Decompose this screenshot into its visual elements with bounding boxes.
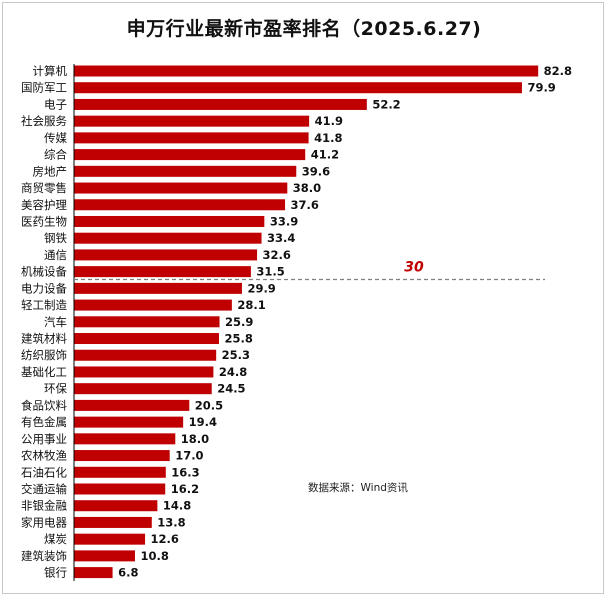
value-label: 37.6	[291, 198, 319, 212]
bar	[74, 333, 219, 345]
category-label: 国防军工	[21, 81, 67, 95]
category-label: 机械设备	[21, 265, 67, 279]
bar	[74, 149, 306, 161]
bar	[74, 500, 158, 512]
value-label: 28.1	[237, 298, 265, 312]
bar	[74, 433, 176, 445]
category-label: 有色金属	[21, 415, 67, 429]
category-label: 电力设备	[21, 281, 67, 295]
bar	[74, 215, 265, 227]
bar	[74, 115, 310, 127]
category-label: 社会服务	[21, 114, 67, 128]
category-label: 医药生物	[21, 214, 67, 228]
category-label: 通信	[44, 248, 67, 262]
value-label: 10.8	[140, 549, 168, 563]
bar	[74, 383, 212, 395]
category-label: 传媒	[44, 131, 67, 145]
source-note: 数据来源：Wind资讯	[308, 482, 408, 494]
category-label: 房地产	[33, 164, 68, 178]
value-label: 24.8	[219, 365, 247, 379]
value-label: 14.8	[163, 499, 191, 513]
value-label: 16.3	[171, 465, 199, 479]
category-label: 石油石化	[21, 465, 67, 479]
bar	[74, 98, 367, 110]
value-label: 12.6	[151, 532, 179, 546]
value-label: 24.5	[217, 382, 245, 396]
chart-title: 申万行业最新市盈率排名（2025.6.27)	[126, 18, 482, 40]
value-label: 18.0	[181, 432, 209, 446]
category-label: 煤炭	[44, 532, 67, 546]
bar	[74, 299, 232, 311]
category-label: 公用事业	[21, 432, 67, 446]
value-label: 29.9	[247, 281, 275, 295]
bar	[74, 199, 286, 211]
category-label: 钢铁	[44, 231, 67, 245]
value-label: 41.2	[311, 148, 339, 162]
value-label: 79.9	[527, 81, 555, 95]
value-label: 25.3	[222, 348, 250, 362]
value-label: 32.6	[263, 248, 291, 262]
category-label: 建筑装饰	[21, 549, 67, 563]
category-label: 基础化工	[21, 365, 67, 379]
category-label: 纺织服饰	[21, 348, 67, 362]
category-label: 非银金融	[21, 499, 67, 513]
bar	[74, 165, 297, 177]
value-label: 52.2	[372, 97, 400, 111]
reference-line-label: 30	[404, 260, 424, 276]
value-label: 17.0	[175, 449, 203, 463]
value-label: 41.8	[314, 131, 342, 145]
value-label: 31.5	[256, 265, 284, 279]
bar	[74, 399, 190, 411]
category-label: 美容护理	[21, 198, 67, 212]
value-label: 16.2	[171, 482, 199, 496]
category-label: 计算机	[33, 64, 68, 78]
bar	[74, 82, 522, 94]
value-label: 20.5	[195, 398, 223, 412]
bar	[74, 349, 217, 361]
bar	[74, 450, 170, 462]
value-label: 39.6	[302, 164, 330, 178]
category-label: 电子	[44, 97, 67, 111]
value-label: 25.9	[225, 315, 253, 329]
bar	[74, 249, 258, 261]
category-label: 综合	[44, 148, 67, 162]
value-label: 38.0	[293, 181, 321, 195]
bar	[74, 316, 220, 328]
category-label: 商贸零售	[21, 181, 67, 195]
bar	[74, 483, 166, 495]
category-label: 农林牧渔	[21, 449, 67, 463]
category-label: 汽车	[44, 315, 67, 329]
bar	[74, 416, 184, 428]
bar	[74, 516, 152, 528]
category-label: 交通运输	[21, 482, 67, 496]
bar	[74, 65, 539, 77]
category-label: 食品饮料	[21, 398, 67, 412]
bar	[74, 232, 262, 244]
value-label: 6.8	[118, 566, 138, 580]
bar	[74, 567, 113, 579]
value-label: 41.9	[315, 114, 343, 128]
bar	[74, 466, 166, 478]
value-label: 33.9	[270, 214, 298, 228]
value-label: 33.4	[267, 231, 295, 245]
bar	[74, 550, 135, 562]
category-label: 银行	[44, 566, 67, 580]
bar	[74, 366, 214, 378]
bar	[74, 282, 242, 294]
bar	[74, 266, 251, 278]
category-label: 家用电器	[21, 515, 67, 529]
bar	[74, 182, 288, 194]
value-label: 25.8	[224, 332, 252, 346]
category-label: 建筑材料	[21, 332, 67, 346]
category-label: 轻工制造	[21, 298, 67, 312]
bar	[74, 132, 309, 144]
value-label: 19.4	[189, 415, 217, 429]
value-label: 82.8	[544, 64, 572, 78]
value-label: 13.8	[157, 515, 185, 529]
category-label: 环保	[44, 382, 67, 396]
bar	[74, 533, 146, 545]
